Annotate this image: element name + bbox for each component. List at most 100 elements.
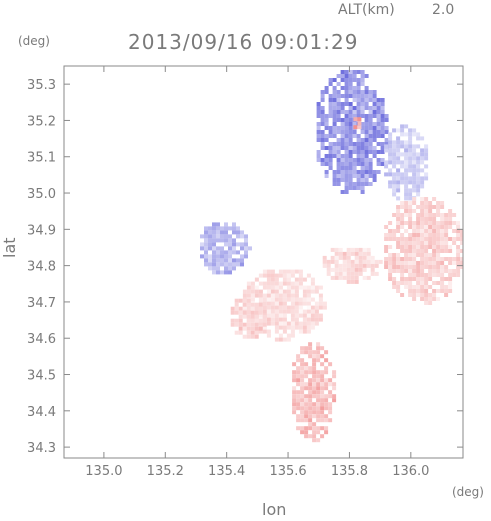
radar-echo-cell bbox=[368, 146, 373, 150]
radar-echo-cell bbox=[292, 362, 297, 367]
radar-echo-cell bbox=[408, 221, 413, 225]
radar-echo-cell bbox=[364, 130, 369, 134]
radar-echo-cell bbox=[328, 158, 333, 162]
radar-echo-cell bbox=[348, 174, 353, 178]
radar-echo-cell bbox=[372, 178, 377, 182]
radar-echo-cell bbox=[286, 293, 291, 298]
radar-echo-cell bbox=[408, 257, 413, 261]
radar-echo-cell bbox=[250, 330, 255, 335]
radar-echo-cell bbox=[432, 197, 437, 201]
radar-echo-cell bbox=[354, 271, 359, 276]
radar-echo-cell bbox=[388, 180, 393, 185]
radar-echo-cell bbox=[368, 110, 373, 114]
radar-echo-cell bbox=[328, 102, 333, 106]
radar-echo-cell bbox=[324, 146, 329, 150]
radar-echo-cell bbox=[326, 267, 331, 272]
radar-echo-cell bbox=[200, 254, 204, 259]
radar-echo-cell bbox=[282, 309, 287, 314]
radar-echo-cell bbox=[392, 128, 397, 133]
radar-echo-cell bbox=[368, 90, 373, 94]
radar-echo-cell bbox=[412, 221, 417, 225]
radar-echo-cell bbox=[428, 237, 433, 241]
radar-echo-cell bbox=[444, 229, 449, 233]
radar-echo-cell bbox=[250, 281, 255, 286]
radar-echo-cell bbox=[420, 269, 425, 273]
y-tick-label: 34.9 bbox=[27, 223, 56, 238]
radar-echo-cell bbox=[234, 330, 239, 335]
radar-echo-cell bbox=[350, 247, 355, 252]
radar-echo-cell bbox=[420, 297, 425, 301]
radar-echo-cell bbox=[258, 273, 263, 278]
radar-echo-cell bbox=[420, 197, 425, 201]
radar-echo-cell bbox=[348, 134, 353, 138]
radar-echo-cell bbox=[332, 90, 337, 94]
x-axis-title: lon bbox=[262, 500, 286, 519]
radar-echo-cell bbox=[372, 122, 377, 126]
radar-echo-cell bbox=[292, 406, 297, 411]
radar-echo-cell bbox=[344, 182, 349, 186]
radar-echo-cell bbox=[342, 271, 347, 276]
radar-echo-cell bbox=[266, 305, 271, 310]
radar-echo-cell bbox=[258, 306, 263, 311]
radar-echo-cell bbox=[392, 229, 397, 233]
radar-echo-cell bbox=[340, 170, 345, 174]
radar-echo-cell bbox=[316, 346, 321, 351]
radar-echo-cell bbox=[204, 242, 208, 247]
radar-echo-cell bbox=[296, 402, 301, 407]
radar-echo-cell bbox=[364, 154, 369, 158]
radar-echo-cell bbox=[436, 213, 441, 217]
radar-echo-cell bbox=[384, 172, 389, 177]
radar-echo-cell bbox=[208, 238, 212, 243]
radar-echo-cell bbox=[408, 217, 413, 221]
radar-echo-cell bbox=[278, 297, 283, 302]
radar-echo-cell bbox=[420, 225, 425, 229]
radar-echo-cell bbox=[320, 354, 325, 359]
radar-echo-cell bbox=[352, 182, 357, 186]
radar-echo-cell bbox=[364, 98, 369, 102]
radar-echo-cell bbox=[400, 245, 405, 249]
radar-echo-cell bbox=[282, 325, 287, 330]
radar-echo-cell bbox=[408, 128, 413, 133]
radar-echo-cell bbox=[366, 251, 371, 256]
radar-echo-cell bbox=[224, 234, 228, 239]
radar-echo-cell bbox=[368, 106, 373, 110]
radar-echo-cell bbox=[254, 302, 259, 307]
radar-echo-cell bbox=[270, 317, 275, 322]
radar-echo-cell bbox=[340, 154, 345, 158]
radar-echo-cell bbox=[368, 138, 373, 142]
radar-echo-cell bbox=[316, 106, 321, 110]
radar-echo-cell bbox=[404, 253, 409, 257]
radar-echo-cell bbox=[362, 247, 367, 252]
radar-echo-cell bbox=[444, 265, 449, 269]
radar-echo-cell bbox=[258, 281, 263, 286]
radar-echo-cell bbox=[312, 402, 317, 407]
radar-echo-cell bbox=[372, 134, 377, 138]
radar-echo-cell bbox=[416, 233, 421, 237]
radar-echo-cell bbox=[294, 309, 299, 314]
radar-echo-cell bbox=[216, 262, 220, 267]
radar-echo-cell bbox=[274, 281, 279, 286]
radar-echo-cell bbox=[324, 174, 329, 178]
radar-echo-cell bbox=[440, 245, 445, 249]
radar-echo-cell bbox=[312, 350, 317, 355]
radar-echo-cell bbox=[408, 245, 413, 249]
radar-echo-cell bbox=[322, 255, 327, 260]
radar-echo-cell bbox=[396, 136, 401, 141]
radar-echo-cell bbox=[368, 170, 373, 174]
radar-echo-cell bbox=[344, 174, 349, 178]
radar-echo-cell bbox=[384, 144, 389, 149]
radar-echo-cell bbox=[396, 176, 401, 181]
radar-echo-cell bbox=[432, 261, 437, 265]
radar-echo-cell bbox=[258, 297, 263, 302]
radar-echo-cell bbox=[404, 124, 409, 129]
radar-echo-cell bbox=[356, 110, 361, 114]
radar-echo-cell bbox=[380, 106, 385, 110]
radar-echo-cell bbox=[364, 118, 369, 122]
radar-echo-cell bbox=[294, 317, 299, 322]
radar-echo-cell bbox=[208, 246, 212, 251]
radar-echo-cell bbox=[408, 192, 413, 197]
radar-echo-cell bbox=[384, 126, 389, 130]
radar-echo-cell bbox=[224, 226, 228, 231]
radar-echo-cell bbox=[262, 281, 267, 286]
radar-echo-cell bbox=[440, 237, 445, 241]
